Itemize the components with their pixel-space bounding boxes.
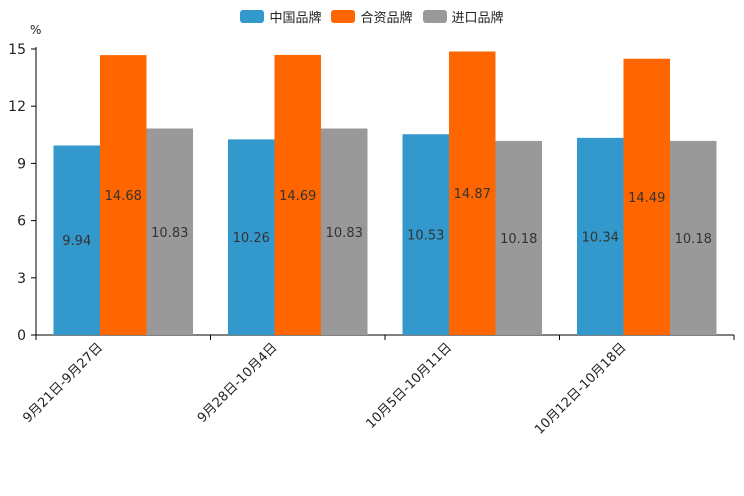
data-label-0-1: 10.26	[233, 231, 270, 246]
data-label-0-0: 9.94	[62, 234, 91, 249]
x-tick-label-3: 10月12日-10月18日	[532, 340, 629, 437]
data-label-1-1: 14.69	[279, 189, 316, 204]
legend-label-china-brand: 中国品牌	[269, 11, 322, 26]
bar-2-2	[495, 140, 542, 335]
data-label-1-0: 14.68	[105, 189, 142, 204]
y-tick-label: 0	[17, 328, 26, 344]
y-tick-label: 3	[17, 271, 26, 287]
legend-item-joint-venture-brand[interactable]: 合资品牌	[331, 7, 413, 26]
legend-item-import-brand[interactable]: 进口品牌	[422, 7, 504, 26]
x-tick-label-2: 10月5日-10月11日	[363, 340, 455, 432]
bar-2-0	[146, 128, 193, 335]
bar-1-0	[100, 55, 147, 336]
bar-2-1	[321, 128, 368, 335]
legend-swatch-joint-venture-brand	[331, 10, 356, 23]
data-label-2-3: 10.18	[675, 232, 712, 247]
legend: 中国品牌 合资品牌 进口品牌	[0, 7, 744, 26]
bar-1-2	[449, 51, 496, 335]
data-label-1-2: 14.87	[454, 187, 491, 202]
bar-1-1	[274, 54, 321, 335]
legend-item-china-brand[interactable]: 中国品牌	[240, 7, 321, 26]
legend-label-import-brand: 进口品牌	[451, 11, 504, 26]
x-tick-label-1: 9月28日-10月4日	[195, 340, 281, 426]
bar-1-3	[623, 58, 670, 335]
y-tick-label: 15	[8, 42, 26, 58]
y-tick-label: 9	[17, 156, 26, 172]
bar-0-2	[402, 134, 449, 335]
data-label-1-3: 14.49	[628, 191, 665, 206]
data-label-2-1: 10.83	[326, 226, 363, 241]
legend-swatch-china-brand	[240, 10, 265, 23]
bar-0-3	[577, 137, 624, 335]
y-tick-label: 12	[8, 99, 26, 115]
legend-swatch-import-brand	[422, 10, 447, 23]
y-tick-label: 6	[17, 214, 26, 230]
data-label-0-2: 10.53	[407, 229, 444, 244]
bar-2-3	[670, 140, 717, 335]
data-label-0-3: 10.34	[582, 230, 619, 245]
data-label-2-0: 10.83	[151, 226, 188, 241]
x-tick-label-0: 9月21日-9月27日	[20, 340, 106, 426]
data-label-2-2: 10.18	[500, 232, 537, 247]
bar-0-1	[228, 139, 275, 335]
y-axis-unit-label: %	[30, 23, 41, 37]
legend-label-joint-venture-brand: 合资品牌	[360, 11, 413, 26]
bar-0-0	[53, 145, 100, 335]
